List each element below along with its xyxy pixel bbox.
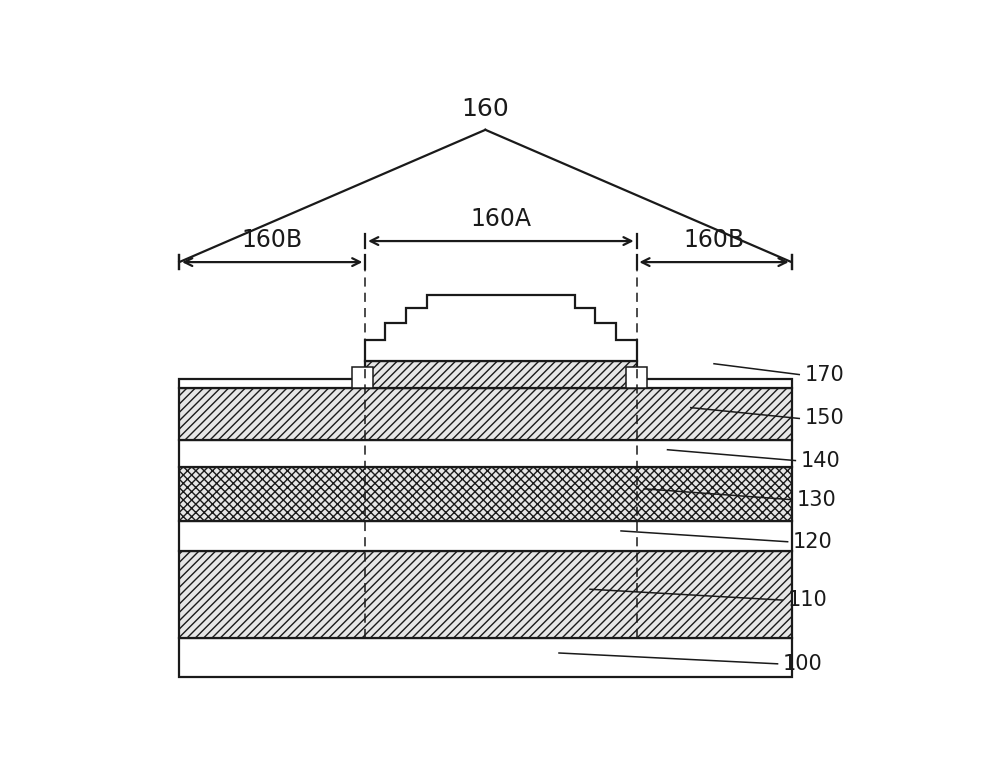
Text: 100: 100: [783, 654, 823, 674]
Text: 160B: 160B: [683, 229, 745, 252]
Text: 140: 140: [801, 451, 841, 471]
Text: 120: 120: [793, 532, 833, 551]
Bar: [179, 521, 792, 551]
Text: 130: 130: [797, 490, 837, 510]
Bar: [179, 388, 792, 440]
Polygon shape: [365, 295, 637, 362]
Text: 160B: 160B: [242, 229, 303, 252]
Bar: [179, 380, 792, 388]
Text: 170: 170: [805, 365, 844, 384]
Bar: [179, 440, 792, 466]
Bar: [179, 551, 792, 638]
Bar: [365, 362, 637, 388]
Text: 110: 110: [788, 590, 827, 610]
Text: 160A: 160A: [470, 208, 531, 231]
Bar: [179, 466, 792, 521]
Bar: [626, 367, 647, 388]
Bar: [179, 638, 792, 677]
Text: 150: 150: [805, 408, 844, 429]
Bar: [352, 367, 373, 388]
Text: 160: 160: [462, 97, 509, 121]
